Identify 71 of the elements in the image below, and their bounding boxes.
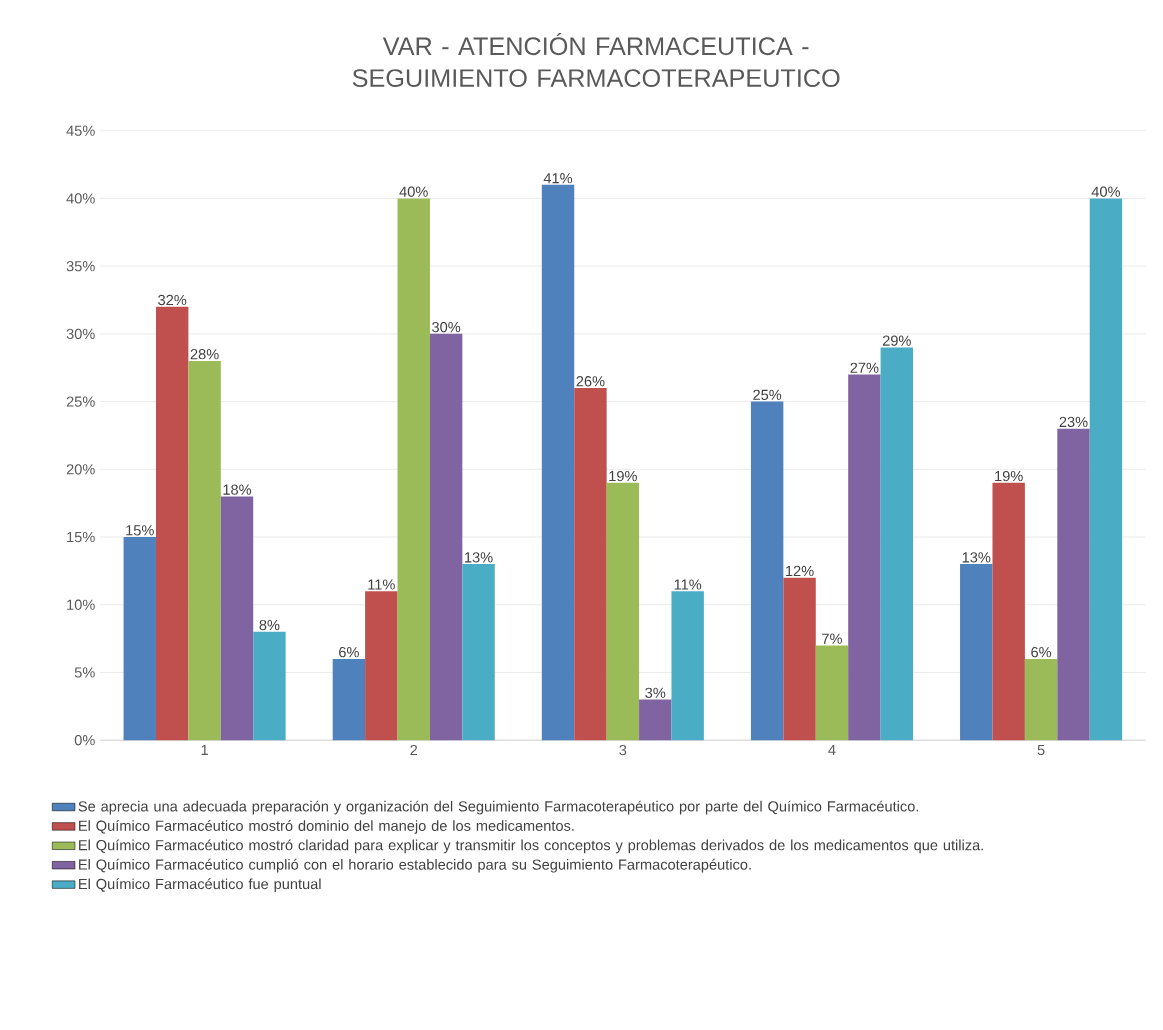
bar xyxy=(1089,198,1123,741)
bar xyxy=(880,347,914,741)
legend-label: El Químico Farmacéutico mostró claridad para explicar y transmitir los conceptos y problemas derivados de los medicamentos que utiliza. xyxy=(79,839,983,854)
data-label: 15% xyxy=(126,525,154,536)
y-tick-label: 10% xyxy=(67,599,95,610)
x-tick-label: 5 xyxy=(1037,744,1045,755)
data-label: 13% xyxy=(962,552,991,563)
bar xyxy=(365,591,398,741)
bar xyxy=(750,401,784,741)
bar xyxy=(541,184,575,741)
bar xyxy=(253,631,286,741)
bar xyxy=(639,699,672,741)
y-tick-label: 20% xyxy=(66,464,95,475)
legend-label: El Químico Farmacéutico fue puntual xyxy=(79,878,321,892)
bar xyxy=(848,374,881,741)
data-label: 19% xyxy=(609,470,637,482)
bar xyxy=(574,387,607,741)
data-label: 25% xyxy=(753,389,782,400)
bar xyxy=(429,333,463,741)
bar xyxy=(462,563,495,741)
data-label: 6% xyxy=(339,646,359,658)
bar xyxy=(188,360,221,741)
data-label: 12% xyxy=(786,565,814,576)
x-tick-label: 2 xyxy=(410,744,418,755)
y-tick-label: 45% xyxy=(66,125,95,136)
data-label: 32% xyxy=(158,294,187,306)
bar xyxy=(332,658,366,741)
data-label: 23% xyxy=(1059,416,1088,427)
data-label: 19% xyxy=(995,470,1023,482)
data-label: 11% xyxy=(674,579,702,590)
y-tick-label: 5% xyxy=(74,667,95,678)
data-label: 28% xyxy=(190,348,219,360)
data-label: 40% xyxy=(399,186,428,197)
data-label: 13% xyxy=(465,552,493,563)
bar xyxy=(397,198,430,741)
bar xyxy=(123,536,156,741)
data-label: 8% xyxy=(259,619,280,631)
data-label: 41% xyxy=(543,172,573,184)
y-tick-label: 40% xyxy=(66,193,95,204)
legend-label: El Químico Farmacéutico mostró dominio del manejo de los medicamentos. xyxy=(79,819,574,834)
y-tick-label: 30% xyxy=(66,328,95,339)
bar xyxy=(783,577,816,741)
data-label: 7% xyxy=(822,633,842,644)
bar xyxy=(992,482,1025,741)
x-tick-label: 4 xyxy=(828,744,836,755)
data-label: 27% xyxy=(850,362,879,373)
y-tick-label: 25% xyxy=(66,396,95,407)
bar xyxy=(220,496,254,741)
data-label: 26% xyxy=(576,375,605,387)
bar xyxy=(960,563,993,741)
bar xyxy=(671,591,704,741)
y-tick-label: 35% xyxy=(66,260,95,272)
legend-label: Se aprecia una adecuada preparación y organización del Seguimiento Farmacoterapéutico por parte del Químico Farmacéutico. xyxy=(78,800,919,815)
x-tick-label: 3 xyxy=(619,744,627,756)
bar xyxy=(815,645,849,741)
x-tick-label: 1 xyxy=(201,744,208,755)
bar xyxy=(1024,658,1058,741)
data-label: 40% xyxy=(1091,186,1121,197)
data-label: 18% xyxy=(223,484,252,495)
bar xyxy=(155,306,189,741)
data-label: 30% xyxy=(432,321,461,333)
data-label: 11% xyxy=(368,579,395,590)
y-tick-label: 0% xyxy=(74,734,95,746)
data-label: 29% xyxy=(882,335,911,346)
y-tick-label: 15% xyxy=(67,531,95,543)
chart-title: VAR - ATENCIÓN FARMACEUTICA - SEGUIMIENTO FARMACOTERAPEUTICO xyxy=(352,32,840,87)
legend-label: El Químico Farmacéutico cumplió con el horario establecido para su Seguimiento Farmacoterapéutico. xyxy=(79,858,751,873)
data-label: 6% xyxy=(1031,646,1052,658)
data-label: 3% xyxy=(645,687,666,698)
bar xyxy=(1057,428,1090,741)
bar xyxy=(606,482,640,741)
